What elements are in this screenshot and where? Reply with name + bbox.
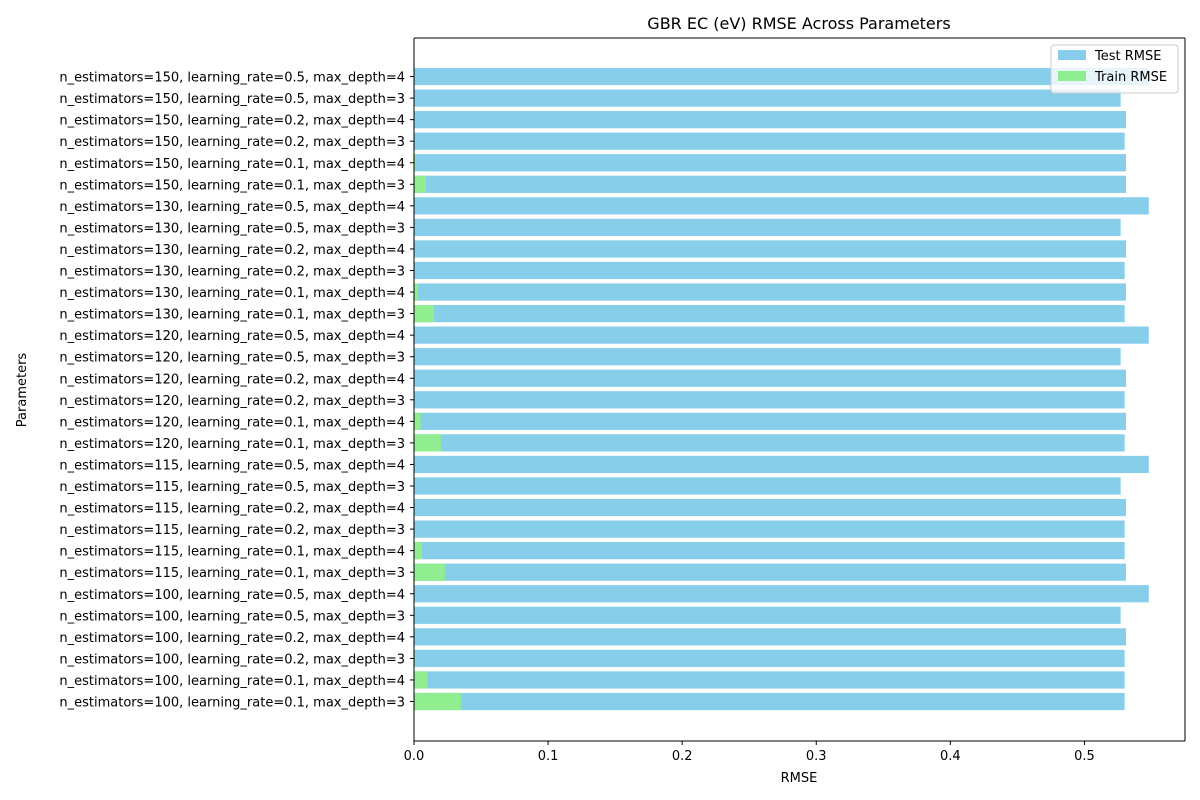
test-rmse-bar [414,585,1149,603]
test-rmse-bar [414,369,1127,387]
train-rmse-bar [414,175,427,193]
test-rmse-bar [414,67,1149,86]
test-rmse-bar [414,520,1125,538]
legend-swatch [1058,71,1086,81]
y-tick-label: n_estimators=130, learning_rate=0.5, max… [59,221,405,236]
y-tick-label: n_estimators=120, learning_rate=0.5, max… [59,351,405,366]
y-tick-label: n_estimators=115, learning_rate=0.5, max… [59,480,405,495]
test-rmse-bar [414,671,1125,689]
test-rmse-bar [414,434,1125,452]
y-tick-label: n_estimators=130, learning_rate=0.2, max… [59,265,405,280]
y-tick-label: n_estimators=150, learning_rate=0.2, max… [59,114,405,129]
y-tick-label: n_estimators=100, learning_rate=0.1, max… [59,696,405,711]
chart-title: GBR EC (eV) RMSE Across Parameters [647,14,950,33]
legend: Test RMSE Train RMSE [1050,44,1179,94]
train-rmse-bar [414,154,416,172]
test-rmse-bar [414,261,1125,280]
test-rmse-bar [414,240,1127,258]
test-rmse-bar [414,283,1127,301]
y-tick-label: n_estimators=100, learning_rate=0.5, max… [59,609,405,624]
x-tick-label: 0.3 [806,749,827,764]
y-tick-label: n_estimators=120, learning_rate=0.2, max… [59,372,405,387]
test-rmse-bar [414,412,1127,430]
y-tick-label: n_estimators=150, learning_rate=0.2, max… [59,135,405,150]
x-tick-label: 0.4 [940,749,961,764]
train-rmse-bar [414,283,419,301]
y-tick-label: n_estimators=150, learning_rate=0.5, max… [59,71,405,86]
test-rmse-bar [414,649,1125,667]
test-rmse-bar [414,197,1149,215]
y-tick-label: n_estimators=100, learning_rate=0.2, max… [59,631,405,646]
x-axis-label: RMSE [781,771,818,786]
train-rmse-bar [414,305,435,323]
test-rmse-bar [414,606,1121,624]
test-rmse-bar [414,391,1125,409]
x-tick-label: 0.2 [672,749,693,764]
x-tick-label: 0.0 [404,749,425,764]
train-rmse-bar [414,412,421,430]
test-rmse-bar [414,218,1121,236]
series-train-rmse [414,132,461,711]
legend-label: Test RMSE [1094,49,1161,64]
test-rmse-bar [414,455,1149,474]
y-tick-label: n_estimators=120, learning_rate=0.1, max… [59,415,405,430]
train-rmse-bar [414,434,441,452]
test-rmse-bar [414,498,1127,517]
train-rmse-bar [414,563,445,581]
train-rmse-bar [414,692,461,711]
y-tick-label: n_estimators=150, learning_rate=0.1, max… [59,157,405,172]
y-tick-label: n_estimators=120, learning_rate=0.5, max… [59,329,405,344]
y-tick-label: n_estimators=120, learning_rate=0.2, max… [59,394,405,409]
legend-label: Train RMSE [1094,70,1167,85]
test-rmse-bar [414,111,1127,129]
y-tick-label: n_estimators=115, learning_rate=0.1, max… [59,545,405,560]
train-rmse-bar [414,671,428,689]
y-tick-label: n_estimators=130, learning_rate=0.1, max… [59,286,405,301]
x-tick-label: 0.5 [1074,749,1095,764]
series-test-rmse [414,67,1149,711]
y-tick-label: n_estimators=100, learning_rate=0.1, max… [59,674,405,689]
test-rmse-bar [414,89,1121,107]
bars-layer [414,67,1149,711]
y-axis-label: Parameters [15,353,30,428]
x-axis: 0.0 0.1 0.2 0.3 0.4 0.5 [404,741,1095,764]
test-rmse-bar [414,132,1125,150]
y-tick-label: n_estimators=150, learning_rate=0.5, max… [59,92,405,107]
test-rmse-bar [414,542,1125,560]
y-tick-label: n_estimators=115, learning_rate=0.2, max… [59,502,405,517]
test-rmse-bar [414,477,1121,495]
y-tick-label: n_estimators=115, learning_rate=0.2, max… [59,523,405,538]
y-tick-label: n_estimators=100, learning_rate=0.5, max… [59,588,405,603]
y-tick-label: n_estimators=150, learning_rate=0.1, max… [59,178,405,193]
test-rmse-bar [414,305,1125,323]
test-rmse-bar [414,348,1121,366]
y-tick-label: n_estimators=130, learning_rate=0.5, max… [59,200,405,215]
test-rmse-bar [414,628,1127,646]
y-tick-label: n_estimators=130, learning_rate=0.2, max… [59,243,405,258]
y-tick-label: n_estimators=115, learning_rate=0.5, max… [59,458,405,473]
x-tick-label: 0.1 [538,749,559,764]
test-rmse-bar [414,692,1125,711]
test-rmse-bar [414,326,1149,344]
axes-frame [413,37,1186,742]
test-rmse-bar [414,563,1127,581]
legend-swatch [1058,50,1086,60]
y-tick-label: n_estimators=120, learning_rate=0.1, max… [59,437,405,452]
y-tick-label: n_estimators=115, learning_rate=0.1, max… [59,566,405,581]
y-tick-label: n_estimators=130, learning_rate=0.1, max… [59,308,405,323]
y-tick-label: n_estimators=100, learning_rate=0.2, max… [59,652,405,667]
test-rmse-bar [414,175,1127,193]
y-axis: n_estimators=100, learning_rate=0.1, max… [59,71,414,711]
test-rmse-bar [414,154,1127,172]
train-rmse-bar [414,542,423,560]
